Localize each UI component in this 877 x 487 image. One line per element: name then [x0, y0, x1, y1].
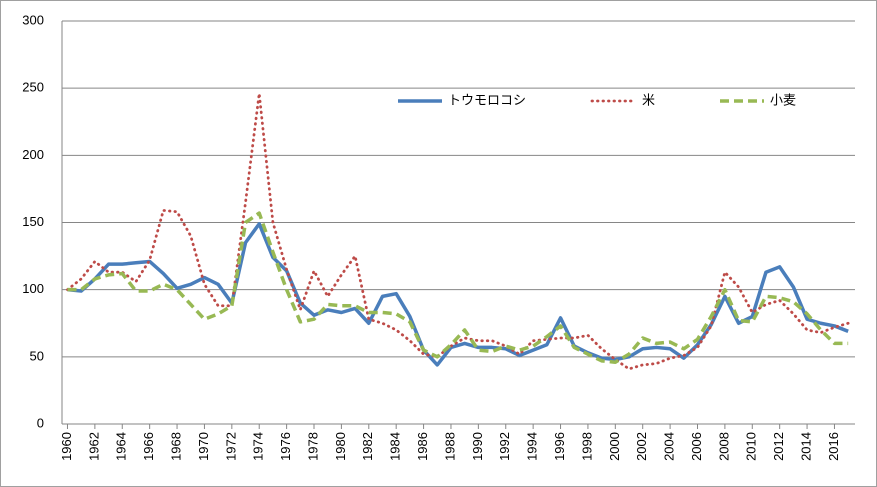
x-tick-label: 1968 [168, 432, 183, 461]
x-tick-label: 1972 [223, 432, 238, 461]
x-tick-label: 1964 [114, 432, 129, 461]
x-tick-label: 2010 [744, 432, 759, 461]
x-tick-label: 1960 [59, 432, 74, 461]
x-tick-label: 1986 [415, 432, 430, 461]
y-tick-label: 0 [37, 415, 44, 430]
x-tick-label: 1992 [497, 432, 512, 461]
x-tick-label: 1998 [579, 432, 594, 461]
y-tick-label: 50 [30, 348, 44, 363]
x-tick-label: 2008 [716, 432, 731, 461]
x-tick-label: 1974 [251, 432, 266, 461]
y-tick-label: 100 [22, 281, 44, 296]
x-tick-label: 2004 [662, 432, 677, 461]
x-tick-label: 1976 [278, 432, 293, 461]
x-tick-label: 2014 [799, 432, 814, 461]
series-line [67, 211, 849, 364]
x-tick-label: 1980 [333, 432, 348, 461]
legend-label: 米 [642, 92, 655, 107]
x-tick-label: 1982 [360, 432, 375, 461]
legend-label: トウモロコシ [448, 92, 526, 107]
x-tick-label: 2000 [607, 432, 622, 461]
x-tick-label: 1994 [525, 432, 540, 461]
series-line [66, 92, 850, 371]
y-tick-label: 250 [22, 80, 44, 95]
series-line [67, 222, 849, 367]
x-tick-label: 1978 [305, 432, 320, 461]
x-tick-label: 2012 [771, 432, 786, 461]
y-tick-label: 200 [22, 147, 44, 162]
x-tick-label: 1970 [196, 432, 211, 461]
x-tick-label: 1966 [141, 432, 156, 461]
x-tick-label: 1996 [552, 432, 567, 461]
x-tick-label: 1984 [388, 432, 403, 461]
x-tick-label: 1962 [86, 432, 101, 461]
x-tick-label: 2016 [826, 432, 841, 461]
y-tick-label: 300 [22, 12, 44, 27]
x-tick-label: 2006 [689, 432, 704, 461]
y-tick-label: 150 [22, 214, 44, 229]
x-tick-label: 2002 [634, 432, 649, 461]
legend-label: 小麦 [770, 92, 796, 107]
x-tick-label: 1990 [470, 432, 485, 461]
x-tick-label: 1988 [442, 432, 457, 461]
